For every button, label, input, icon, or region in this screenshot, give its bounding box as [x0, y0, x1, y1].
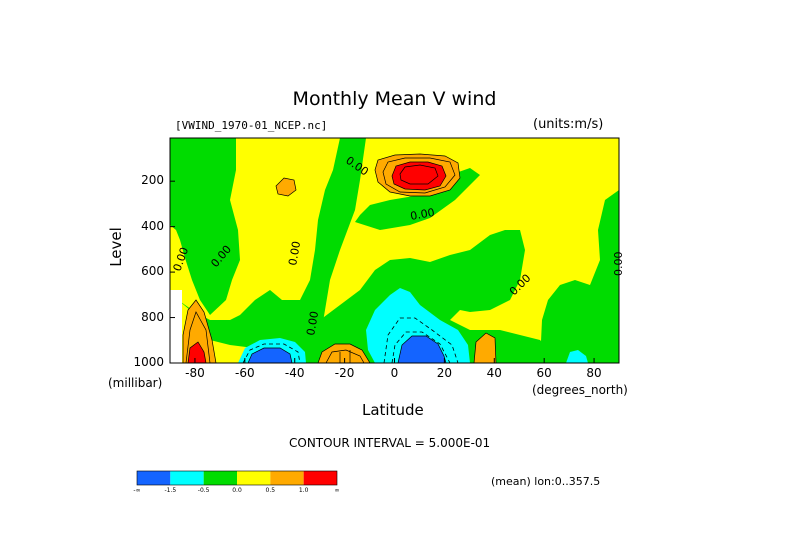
x-tick-label: -40 [284, 366, 305, 380]
mean-note: (mean) lon:0..357.5 [491, 475, 601, 488]
fill-orange-mid [317, 343, 371, 363]
x-tick-label: -80 [185, 366, 205, 380]
x-axis-label: Latitude [362, 401, 424, 419]
contour-interval: CONTOUR INTERVAL = 5.000E-01 [289, 436, 491, 450]
dataset-label: [VWIND_1970-01_NCEP.nc] [175, 119, 328, 132]
x-tick-label: 0 [390, 366, 399, 380]
colorbar-swatch [203, 471, 237, 485]
x-axis-ticks [194, 358, 595, 363]
y-axis-label: Level [106, 227, 125, 267]
x-axis-unit: (degrees_north) [532, 383, 628, 397]
y-tick-label: 400 [141, 218, 164, 233]
contour-label: 0.00 [286, 240, 303, 266]
fill-orange-ne [473, 332, 497, 363]
y-tick-label: 200 [141, 173, 164, 188]
chart-title: Monthly Mean V wind [292, 88, 497, 110]
fill-cyan-center [366, 288, 470, 363]
colorbar-label: -∞ [133, 487, 141, 494]
colorbar-label: -0.5 [197, 487, 210, 494]
fill-green-west [170, 138, 240, 315]
fill-red-sw [187, 341, 207, 363]
contour-label: 0.00 [304, 310, 321, 336]
colorbar-swatch [170, 471, 204, 485]
x-tick-label: -20 [334, 366, 355, 380]
x-tick-label: 60 [536, 366, 552, 380]
fill-cyan-east [566, 350, 588, 363]
colorbar-swatch [303, 471, 337, 485]
colorbar-label: ∞ [334, 487, 340, 494]
negative-contours [242, 317, 459, 363]
y-axis-unit: (millibar) [108, 376, 163, 390]
x-tick-label: -60 [235, 366, 255, 380]
colorbar-frame [136, 470, 338, 486]
fill-green-west2 [178, 138, 366, 352]
colorbar-swatch [270, 471, 304, 485]
units-label: (units:m/s) [533, 117, 604, 132]
y-tick-label: 1000 [133, 355, 164, 369]
colorbar-swatch [237, 471, 271, 485]
contour-fills [170, 138, 619, 363]
colorbar-label: -1.5 [164, 487, 177, 494]
positive-contours [185, 157, 456, 363]
colorbar-label: 0.5 [265, 487, 276, 494]
x-tick-label: 20 [436, 366, 453, 380]
x-tick-label: 80 [586, 366, 602, 380]
fill-blue-center [397, 335, 447, 363]
y-tick-label: 800 [141, 309, 164, 324]
y-tick-label: 600 [141, 264, 164, 279]
contour-label: 0.00 [409, 206, 435, 223]
fill-red-jet [391, 161, 447, 191]
y-axis-ticks [170, 180, 175, 364]
colorbar-label: 0.0 [232, 487, 242, 494]
fill-missing [170, 290, 182, 363]
x-tick-label: 40 [486, 366, 502, 380]
fill-orange-small [275, 177, 297, 197]
fill-blue-south [247, 347, 293, 363]
colorbar-swatch [137, 471, 171, 485]
fill-green-midlow [300, 230, 560, 363]
colorbar-label: 1.0 [298, 487, 309, 494]
fill-green-east [540, 190, 619, 363]
colorbar [136, 470, 338, 486]
